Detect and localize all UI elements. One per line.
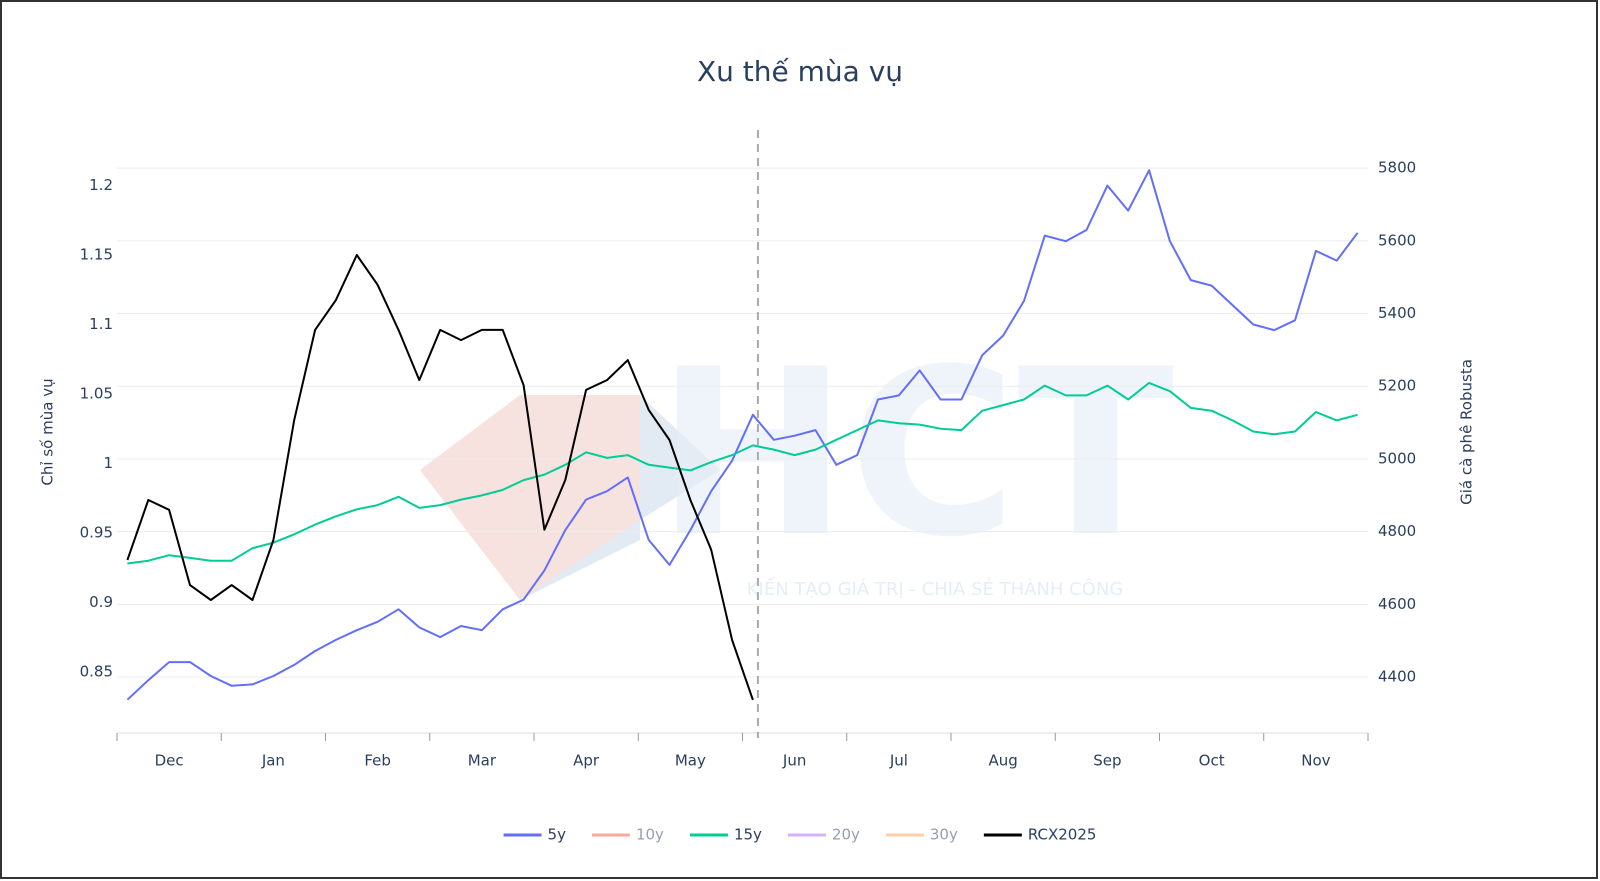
x-tick-label: Nov [1301, 752, 1330, 770]
chart-title: Xu thế mùa vụ [697, 55, 903, 88]
y-tick-label: 1.2 [89, 176, 113, 194]
x-tick-label: Apr [573, 752, 600, 770]
watermark-slogan: KIẾN TẠO GIÁ TRỊ - CHIA SẺ THÀNH CÔNG [747, 576, 1124, 600]
y2-tick-label: 4600 [1378, 595, 1416, 613]
y-tick-label: 0.85 [80, 662, 113, 680]
legend-label: RCX2025 [1028, 826, 1097, 844]
y2-tick-label: 5400 [1378, 304, 1416, 322]
x-tick-label: May [675, 752, 706, 770]
x-tick-label: Feb [364, 752, 391, 770]
y-tick-label: 0.9 [89, 593, 113, 611]
y2-tick-label: 5000 [1378, 449, 1416, 467]
y2-tick-label: 4800 [1378, 522, 1416, 540]
legend-label: 15y [734, 826, 762, 844]
series-line [127, 381, 1358, 565]
legend-item[interactable]: 30y [885, 826, 958, 844]
logo-shape [420, 395, 640, 600]
legend-label: 20y [832, 826, 860, 844]
series-line [126, 254, 754, 701]
legend-item[interactable]: 5y [503, 826, 567, 844]
y2-axis-title: Giá cà phê Robusta [1458, 359, 1476, 505]
legend-item[interactable]: RCX2025 [983, 826, 1097, 844]
y-tick-label: 1 [103, 454, 113, 472]
y-tick-label: 1.05 [80, 384, 113, 402]
legend-label: 10y [636, 826, 664, 844]
legend-label: 30y [930, 826, 958, 844]
y2-tick-label: 5200 [1378, 377, 1416, 395]
x-tick-label: Jul [889, 752, 908, 770]
watermark: HCT KIẾN TẠO GIÁ TRỊ - CHIA SẺ THÀNH CÔN… [420, 321, 1174, 600]
x-tick-label: Mar [468, 752, 497, 770]
y-tick-label: 1.1 [89, 315, 113, 333]
y-tick-label: 0.95 [80, 523, 113, 541]
series-line [126, 169, 1359, 701]
x-tick-label: Dec [155, 752, 184, 770]
legend-item[interactable]: 15y [689, 826, 762, 844]
legend-label: 5y [548, 826, 567, 844]
legend: 5y 10y 15y 20y 30y RCX2025 [503, 826, 1097, 844]
y-tick-label: 1.15 [80, 246, 113, 264]
x-tick-label: Aug [988, 752, 1017, 770]
x-tick-label: Oct [1199, 752, 1225, 770]
plot-area [117, 167, 1368, 678]
x-tick-label: Jan [261, 752, 285, 770]
y2-tick-label: 4400 [1378, 668, 1416, 686]
logo-shape [520, 395, 720, 600]
x-tick-label: Sep [1093, 752, 1121, 770]
y-axis-title: Chỉ số mùa vụ [39, 378, 57, 485]
legend-item[interactable]: 20y [787, 826, 860, 844]
y2-tick-label: 5600 [1378, 231, 1416, 249]
y2-tick-label: 5800 [1378, 159, 1416, 177]
legend-item[interactable]: 10y [591, 826, 664, 844]
x-tick-label: Jun [782, 752, 806, 770]
watermark-logo: HCT [656, 321, 1174, 588]
